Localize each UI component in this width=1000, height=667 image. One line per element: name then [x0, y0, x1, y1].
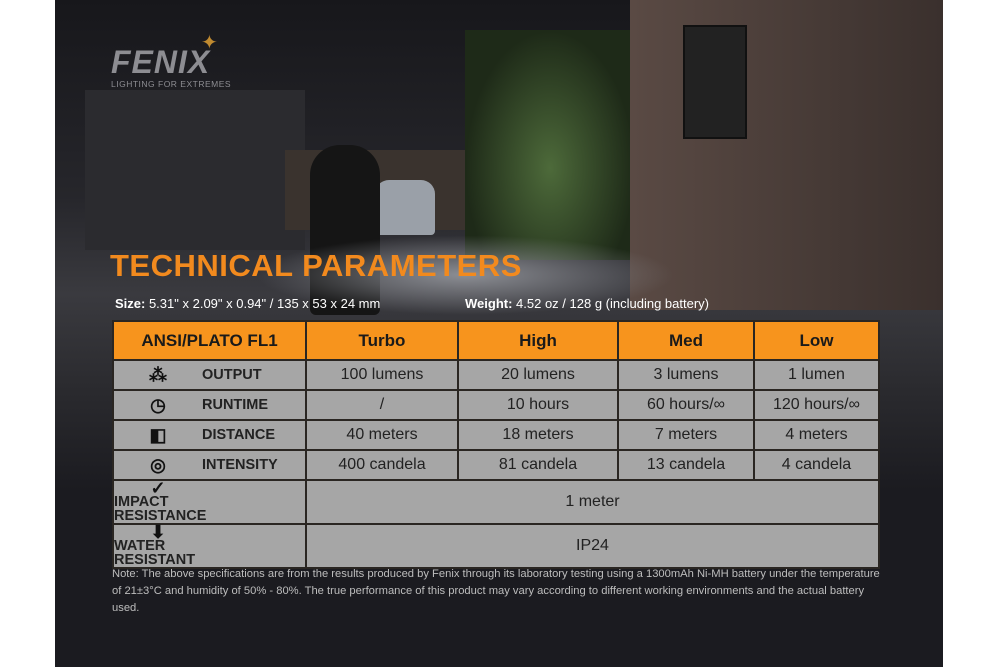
product-panel: ✦ FENIX LIGHTING FOR EXTREMES TECHNICAL … — [55, 0, 943, 667]
row-label: WATER RESISTANT — [114, 538, 196, 569]
cell: 1 lumen — [753, 359, 880, 391]
cell: 4 candela — [753, 449, 880, 481]
row-label: RUNTIME — [202, 397, 269, 414]
star-icon: ✦ — [201, 32, 218, 54]
cell: 4 meters — [753, 419, 880, 451]
header-low: Low — [753, 320, 880, 361]
clock-icon: ◷ — [150, 395, 166, 416]
cell: 81 candela — [457, 449, 619, 481]
cell: 18 meters — [457, 419, 619, 451]
brand-name: FENIX — [111, 44, 211, 80]
size-label: Size: — [115, 296, 146, 311]
beam-distance-icon: ◧ — [149, 425, 167, 446]
table-row-water: ⬇WATER RESISTANT IP24 — [112, 522, 880, 570]
brand-tagline: LIGHTING FOR EXTREMES — [111, 79, 232, 89]
impact-icon: ✓ — [150, 478, 166, 499]
cell: IP24 — [305, 523, 880, 570]
table-row-distance: ◧ DISTANCE 40 meters 18 meters 7 meters 4… — [112, 419, 880, 451]
header-high: High — [457, 320, 619, 361]
weight-spec: Weight: 4.52 oz / 128 g (including batte… — [465, 296, 709, 311]
row-label: INTENSITY — [202, 457, 278, 474]
row-label: DISTANCE — [202, 427, 276, 444]
cell: 13 candela — [617, 449, 755, 481]
row-label: OUTPUT — [202, 367, 262, 384]
burst-icon: ⁂ — [149, 365, 167, 386]
cell: 10 hours — [457, 389, 619, 421]
size-value: 5.31" x 2.09" x 0.94" / 135 x 53 x 24 mm — [145, 296, 381, 311]
weight-value: 4.52 oz / 128 g (including battery) — [512, 296, 709, 311]
table-row-impact: ✓IMPACT RESISTANCE 1 meter — [112, 478, 880, 526]
cell: 40 meters — [305, 419, 459, 451]
size-spec: Size: 5.31" x 2.09" x 0.94" / 135 x 53 x… — [115, 296, 380, 311]
cell: 3 lumens — [617, 359, 755, 391]
cell: 400 candela — [305, 449, 459, 481]
cell: 7 meters — [617, 419, 755, 451]
row-label: IMPACT RESISTANCE — [114, 494, 207, 525]
parameters-table: ANSI/PLATO FL1 Turbo High Med Low ⁂ OUTPU… — [112, 320, 880, 570]
cell: 60 hours/∞ — [617, 389, 755, 421]
header-ansi: ANSI/PLATO FL1 — [112, 320, 307, 361]
table-header-row: ANSI/PLATO FL1 Turbo High Med Low — [112, 320, 880, 361]
cell: 120 hours/∞ — [753, 389, 880, 421]
table-row-intensity: ◎ INTENSITY 400 candela 81 candela 13 can… — [112, 449, 880, 481]
header-turbo: Turbo — [305, 320, 459, 361]
page-title: TECHNICAL PARAMETERS — [110, 248, 522, 283]
table-row-runtime: ◷ RUNTIME / 10 hours 60 hours/∞ 120 hours… — [112, 389, 880, 421]
background-photo — [55, 0, 943, 490]
weight-label: Weight: — [465, 296, 513, 311]
footnote: Note: The above specifications are from … — [112, 568, 880, 614]
cell: 1 meter — [305, 478, 880, 526]
cell: 100 lumens — [305, 359, 459, 391]
table-row-output: ⁂ OUTPUT 100 lumens 20 lumens 3 lumens 1 … — [112, 359, 880, 391]
header-med: Med — [617, 320, 755, 361]
cell: / — [305, 389, 459, 421]
target-icon: ◎ — [150, 455, 166, 476]
cell: 20 lumens — [457, 359, 619, 391]
water-icon: ⬇ — [150, 522, 166, 543]
fenix-logo: ✦ FENIX LIGHTING FOR EXTREMES — [111, 32, 232, 89]
